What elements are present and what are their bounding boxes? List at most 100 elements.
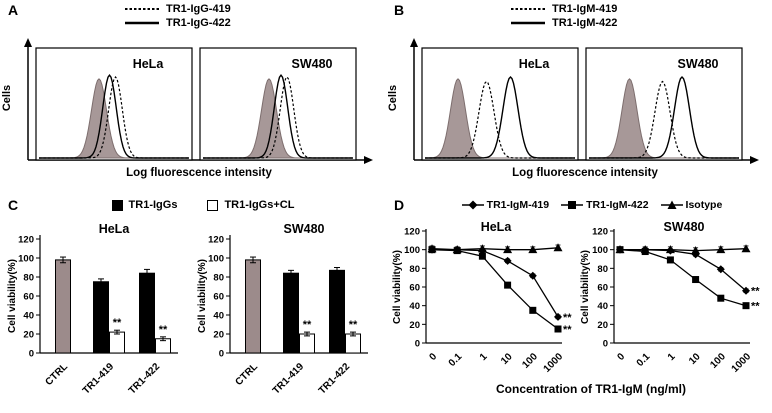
- panel-C-legend: TR1-IgGs TR1-IgGs+CL: [0, 199, 386, 211]
- panel-D-label: D: [394, 197, 405, 213]
- svg-text:**: **: [563, 324, 572, 336]
- svg-text:TR1-419: TR1-419: [81, 361, 117, 397]
- panel-B-ylabel: Cells: [387, 84, 400, 112]
- panel-B-xlabel: Log fluorescence intensity: [512, 167, 658, 179]
- svg-text:40: 40: [23, 311, 34, 322]
- legend-label: TR1-IgM-419: [486, 199, 550, 211]
- legend-item: TR1-IgG-422: [124, 17, 231, 29]
- panel-C: C TR1-IgGs TR1-IgGs+CL Cell viability(%)…: [0, 195, 386, 413]
- legend-item: TR1-IgM-419: [461, 199, 550, 211]
- svg-text:**: **: [751, 301, 760, 313]
- svg-text:120: 120: [592, 227, 608, 238]
- panel-B-legend: TR1-IgM-419 TR1-IgM-422: [510, 3, 617, 29]
- svg-text:10: 10: [687, 351, 703, 367]
- svg-text:100: 100: [404, 245, 420, 256]
- legend-label: TR1-IgM-419: [552, 3, 618, 15]
- svg-text:Cell viability(%): Cell viability(%): [580, 250, 591, 324]
- svg-text:0: 0: [219, 349, 224, 360]
- svg-text:40: 40: [213, 311, 224, 322]
- legend-item: TR1-IgG-419: [124, 3, 231, 15]
- diamond-marker-icon: [461, 200, 484, 210]
- panel-A-legend: TR1-IgG-419 TR1-IgG-422: [124, 3, 231, 29]
- svg-text:**: **: [303, 319, 312, 331]
- svg-text:0.1: 0.1: [447, 351, 465, 369]
- svg-text:HeLa: HeLa: [133, 57, 165, 71]
- svg-text:120: 120: [404, 227, 420, 238]
- triangle-marker-icon: [660, 200, 683, 209]
- svg-text:80: 80: [23, 273, 34, 284]
- panel-A-ylabel: Cells: [1, 84, 14, 112]
- svg-text:60: 60: [23, 292, 34, 303]
- legend-item: TR1-IgGs+CL: [207, 199, 294, 211]
- svg-text:HeLa: HeLa: [481, 220, 513, 234]
- filled-square-icon: [111, 199, 123, 211]
- svg-text:SW480: SW480: [292, 57, 333, 71]
- svg-text:0.1: 0.1: [635, 351, 653, 369]
- legend-item: TR1-IgM-419: [510, 3, 617, 15]
- svg-text:100: 100: [520, 351, 540, 371]
- svg-text:Cell viability(%): Cell viability(%): [197, 259, 208, 333]
- svg-text:1000: 1000: [542, 351, 566, 375]
- svg-text:80: 80: [597, 264, 608, 275]
- svg-text:100: 100: [708, 351, 728, 371]
- svg-text:**: **: [349, 319, 358, 331]
- svg-text:80: 80: [213, 273, 224, 284]
- panel-C-label: C: [8, 197, 19, 213]
- svg-text:0: 0: [427, 351, 439, 363]
- svg-text:Cell viability(%): Cell viability(%): [7, 259, 18, 333]
- svg-text:120: 120: [18, 235, 34, 246]
- panel-D-xlabel: Concentration of TR1-IgM (ng/ml): [496, 382, 686, 396]
- svg-text:80: 80: [409, 264, 420, 275]
- panel-B-label: B: [394, 2, 405, 18]
- svg-text:SW480: SW480: [664, 220, 705, 234]
- svg-text:**: **: [751, 286, 760, 298]
- open-square-icon: [207, 199, 219, 211]
- legend-item: TR1-IgGs: [111, 199, 178, 211]
- svg-text:60: 60: [409, 283, 420, 294]
- panel-D: D TR1-IgM-419 TR1-IgM-422 Isotype Cell v…: [386, 195, 772, 413]
- panel-A-label: A: [8, 2, 19, 18]
- panel-D-legend: TR1-IgM-419 TR1-IgM-422 Isotype: [386, 199, 772, 211]
- svg-text:1000: 1000: [730, 351, 754, 375]
- svg-text:40: 40: [597, 301, 608, 312]
- svg-text:100: 100: [18, 254, 34, 265]
- svg-text:SW480: SW480: [284, 222, 325, 236]
- svg-text:1: 1: [666, 351, 678, 363]
- dotted-line-icon: [125, 8, 159, 10]
- svg-text:Cell viability(%): Cell viability(%): [392, 250, 403, 324]
- legend-label: TR1-IgGs+CL: [224, 199, 295, 211]
- legend-label: TR1-IgM-422: [552, 17, 618, 29]
- svg-text:TR1-422: TR1-422: [127, 361, 163, 397]
- legend-label: TR1-IgGs: [128, 199, 178, 211]
- dotted-line-icon: [511, 8, 545, 10]
- svg-text:10: 10: [499, 351, 515, 367]
- legend-label: Isotype: [685, 199, 723, 211]
- svg-text:100: 100: [592, 245, 608, 256]
- square-marker-icon: [561, 201, 584, 209]
- legend-label: TR1-IgG-422: [166, 17, 231, 29]
- panel-B-flow-chart: HeLa SW480: [410, 38, 759, 164]
- svg-text:120: 120: [208, 235, 224, 246]
- legend-item: TR1-IgM-422: [510, 17, 617, 29]
- svg-text:0: 0: [415, 339, 420, 350]
- legend-label: TR1-IgM-422: [586, 199, 649, 211]
- svg-text:60: 60: [597, 283, 608, 294]
- solid-line-icon: [511, 21, 545, 25]
- svg-text:100: 100: [208, 254, 224, 265]
- svg-text:0: 0: [603, 339, 608, 350]
- svg-text:60: 60: [213, 292, 224, 303]
- svg-text:20: 20: [213, 330, 224, 341]
- svg-text:SW480: SW480: [678, 57, 719, 71]
- svg-text:CTRL: CTRL: [233, 361, 260, 388]
- svg-text:20: 20: [23, 330, 34, 341]
- svg-text:**: **: [159, 324, 168, 336]
- svg-text:20: 20: [409, 320, 420, 331]
- panel-C-sw480-bar-chart: Cell viability(%) 0 20 40 60 80 100 120 SW480 CTR…: [197, 222, 368, 397]
- svg-text:1: 1: [478, 351, 490, 363]
- legend-item: Isotype: [660, 199, 723, 211]
- svg-text:TR1-422: TR1-422: [317, 361, 353, 397]
- solid-line-icon: [125, 21, 159, 25]
- legend-label: TR1-IgG-419: [166, 3, 231, 15]
